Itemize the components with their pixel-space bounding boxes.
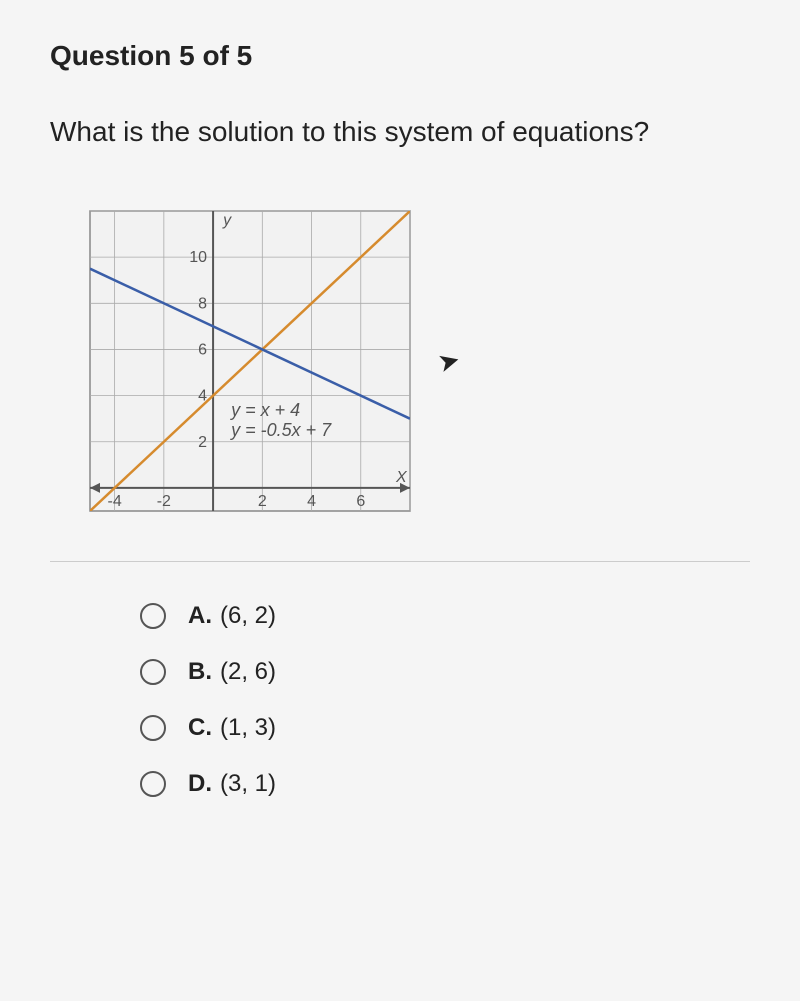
graph-container: -4-2246246810yXy = x + 4y = -0.5x + 7 ➤ — [80, 201, 420, 521]
answer-options: A. (6, 2) B. (2, 6) C. (1, 3) D. (3, 1) — [140, 602, 750, 798]
question-header: Question 5 of 5 — [50, 40, 750, 72]
option-letter: C. — [188, 714, 212, 742]
radio-icon[interactable] — [140, 715, 166, 741]
coordinate-graph: -4-2246246810yXy = x + 4y = -0.5x + 7 — [80, 201, 420, 521]
svg-text:4: 4 — [307, 493, 316, 510]
svg-text:10: 10 — [189, 249, 207, 266]
question-text: What is the solution to this system of e… — [50, 112, 750, 151]
svg-text:X: X — [395, 469, 408, 486]
option-letter: A. — [188, 602, 212, 630]
svg-text:y: y — [222, 212, 232, 229]
svg-text:y = -0.5x + 7: y = -0.5x + 7 — [229, 420, 332, 440]
option-value: (2, 6) — [220, 658, 276, 686]
svg-text:2: 2 — [198, 434, 207, 451]
cursor-icon: ➤ — [435, 344, 464, 380]
option-value: (3, 1) — [220, 770, 276, 798]
svg-text:6: 6 — [198, 342, 207, 359]
svg-text:6: 6 — [356, 493, 365, 510]
radio-icon[interactable] — [140, 771, 166, 797]
svg-text:-2: -2 — [157, 493, 171, 510]
svg-text:-4: -4 — [107, 493, 121, 510]
svg-text:8: 8 — [198, 295, 207, 312]
option-letter: B. — [188, 658, 212, 686]
radio-icon[interactable] — [140, 659, 166, 685]
divider — [50, 561, 750, 562]
option-value: (6, 2) — [220, 602, 276, 630]
option-d[interactable]: D. (3, 1) — [140, 770, 750, 798]
radio-icon[interactable] — [140, 603, 166, 629]
option-c[interactable]: C. (1, 3) — [140, 714, 750, 742]
option-value: (1, 3) — [220, 714, 276, 742]
option-b[interactable]: B. (2, 6) — [140, 658, 750, 686]
svg-text:y = x + 4: y = x + 4 — [229, 400, 300, 420]
svg-text:2: 2 — [258, 493, 267, 510]
option-a[interactable]: A. (6, 2) — [140, 602, 750, 630]
option-letter: D. — [188, 770, 212, 798]
